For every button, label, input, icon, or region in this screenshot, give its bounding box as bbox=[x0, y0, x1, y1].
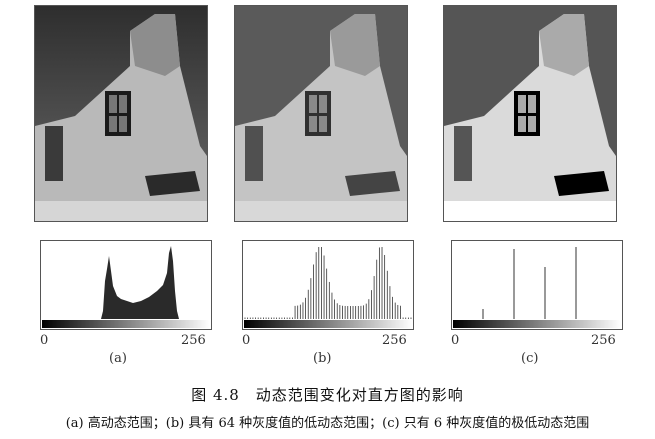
house-photo-c bbox=[444, 6, 616, 221]
figure-title: 图 4.8 动态范围变化对直方图的影响 bbox=[191, 386, 464, 404]
histogram-b-grayscale-bar bbox=[244, 320, 412, 328]
histogram-a-grayscale-bar bbox=[42, 320, 210, 328]
axis-max-b: 256 bbox=[382, 333, 407, 348]
histogram-b bbox=[242, 240, 414, 330]
panel-label-b: (b) bbox=[313, 351, 332, 366]
figure-subtitle: (a) 高动态范围；(b) 具有 64 种灰度值的低动态范围；(c) 只有 6 … bbox=[65, 416, 590, 431]
photo-c bbox=[443, 5, 617, 222]
histogram-c-grayscale-bar bbox=[453, 320, 621, 328]
house-photo-b bbox=[235, 6, 407, 221]
histogram-a-area bbox=[43, 246, 209, 319]
histogram-b-lines bbox=[244, 247, 412, 319]
axis-max-a: 256 bbox=[181, 333, 206, 348]
axis-max-c: 256 bbox=[591, 333, 616, 348]
histogram-a bbox=[40, 240, 212, 330]
photo-a bbox=[34, 5, 208, 222]
axis-min-a: 0 bbox=[40, 333, 49, 348]
house-photo-a bbox=[35, 6, 207, 221]
panel-label-c: (c) bbox=[521, 351, 539, 366]
axis-min-c: 0 bbox=[451, 333, 460, 348]
photo-b bbox=[234, 5, 408, 222]
histogram-c-lines bbox=[482, 247, 577, 319]
histogram-c bbox=[451, 240, 623, 330]
panel-label-a: (a) bbox=[109, 351, 127, 366]
axis-min-b: 0 bbox=[242, 333, 251, 348]
